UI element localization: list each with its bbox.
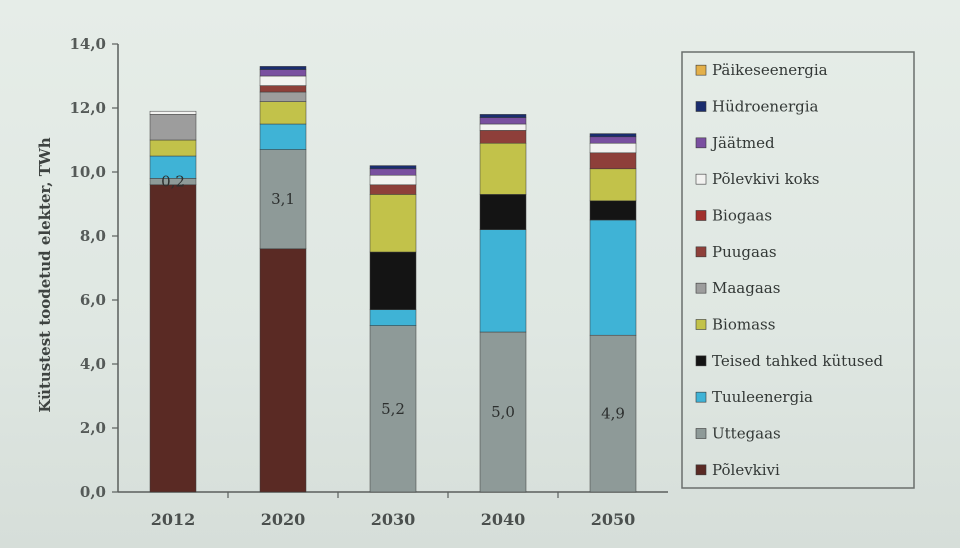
bar-segment (149, 114, 197, 141)
bar-segment (589, 152, 637, 170)
y-tick-label: 4,0 (80, 355, 106, 373)
bar-segment (589, 219, 637, 336)
bar-segment (259, 75, 307, 86)
bar-segment (589, 200, 637, 221)
legend-swatch (695, 282, 707, 294)
bar-segment (149, 110, 197, 115)
bar-segment (589, 142, 637, 154)
legend-box (681, 51, 915, 489)
legend-label: Biomass (712, 316, 775, 334)
bar-segment (259, 101, 307, 125)
data-label: 4,9 (601, 405, 625, 423)
x-tick-label: 2040 (481, 510, 526, 529)
bar-segment (369, 251, 417, 310)
x-tick-label: 2012 (151, 510, 196, 529)
legend-label: Jäätmed (710, 134, 775, 152)
legend-swatch (695, 464, 707, 476)
bar-segment (479, 194, 527, 230)
bar-segment (259, 85, 307, 93)
bar-segment (259, 149, 307, 250)
bar-segment (589, 136, 637, 144)
legend-swatch (695, 137, 707, 149)
legend-swatch (695, 64, 707, 76)
legend-label: Põlevkivi (712, 461, 780, 479)
data-label: 3,1 (271, 190, 295, 208)
bar-segment (589, 133, 637, 138)
legend-swatch (695, 319, 707, 330)
bar-segment (259, 69, 307, 77)
y-tick-label: 10,0 (69, 163, 106, 181)
bar-segment (149, 184, 197, 493)
bar-segment (259, 123, 307, 150)
bar-segment (369, 309, 417, 326)
bar-segment (259, 248, 307, 493)
bar-segment (589, 168, 637, 202)
legend-swatch (695, 101, 707, 112)
legend-swatch (695, 428, 707, 439)
y-tick-label: 0,0 (80, 483, 106, 501)
x-tick-label: 2020 (261, 510, 306, 529)
legend-swatch (695, 173, 707, 185)
legend-label: Päikeseenergia (712, 61, 828, 79)
y-tick-label: 12,0 (69, 99, 106, 117)
bar-segment (479, 123, 527, 131)
legend-label: Hüdroenergia (712, 98, 819, 116)
bar-segment (479, 130, 527, 144)
legend-label: Biogaas (712, 207, 772, 225)
x-tick-label: 2030 (371, 510, 416, 529)
bar-segment (479, 117, 527, 125)
legend: Päikeseenergia Hüdroenergia Jäätmed Põlevki… (681, 51, 915, 489)
y-axis-label: Kütustest toodetud elekter, TWh (36, 137, 54, 412)
data-label: 0,2 (161, 173, 185, 191)
legend-swatch (695, 391, 707, 403)
legend-swatch (695, 210, 707, 221)
bar-segment (149, 139, 197, 157)
bar-segment (479, 229, 527, 333)
legend-label: Puugaas (712, 243, 777, 261)
x-tick-label: 2050 (591, 510, 636, 529)
legend-label: Uttegaas (712, 425, 781, 443)
legend-swatch (695, 246, 707, 258)
bar-segment (479, 114, 527, 118)
y-tick-label: 8,0 (80, 227, 106, 245)
y-tick-label: 14,0 (69, 35, 106, 53)
plot-area: 0,0 2,0 4,0 6,0 8,0 10,0 12,0 14,0 2012 2020 2030 2… (69, 35, 668, 529)
bar-segment (369, 168, 417, 176)
legend-swatch (695, 355, 707, 367)
bar-segment (479, 331, 527, 493)
bar-segment (369, 174, 417, 186)
legend-label: Maagaas (712, 279, 780, 297)
bar-segment (259, 91, 307, 102)
bar-segment (369, 325, 417, 493)
legend-label: Tuuleenergia (712, 388, 813, 406)
data-label: 5,0 (491, 403, 515, 421)
bar-segment (369, 165, 417, 170)
bar-segment (589, 334, 637, 493)
bar-segment (259, 66, 307, 70)
legend-label: Teised tahked kütused (712, 352, 883, 370)
y-tick-label: 2,0 (80, 419, 106, 437)
bar-segment (369, 184, 417, 195)
bar-segment (369, 194, 417, 253)
data-label: 5,2 (381, 400, 405, 418)
y-tick-label: 6,0 (80, 291, 106, 309)
bar-segment (479, 142, 527, 195)
legend-label: Põlevkivi koks (712, 170, 820, 188)
